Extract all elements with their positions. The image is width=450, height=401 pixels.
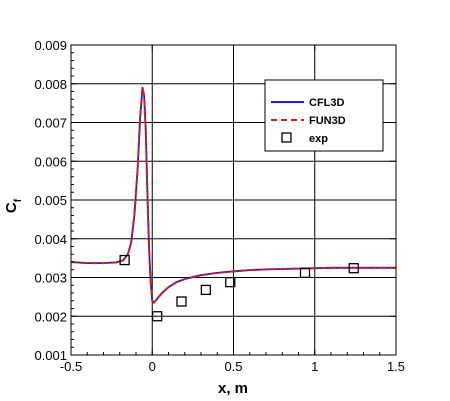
legend-exp-label: exp [309, 133, 328, 145]
legend-exp-marker [281, 132, 292, 143]
x-tick-label: 0.5 [224, 359, 242, 374]
y-tick-label: 0.007 [34, 116, 67, 131]
y-tick-label: 0.002 [34, 309, 67, 324]
svg-text:Cf: Cf [3, 198, 24, 213]
y-axis-title-subscript: f [13, 198, 24, 202]
y-tick-label: 0.004 [34, 232, 67, 247]
tick-marks [70, 44, 397, 356]
tick-labels: -0.5 0 0.5 1 1.5 0.001 0.002 0.003 0.004 0.005 0.0… [34, 38, 405, 374]
y-axis-title-main: C [3, 202, 20, 213]
exp-point [299, 267, 311, 279]
exp-point [119, 254, 130, 266]
legend: CFL3D FUN3D exp [264, 79, 384, 152]
x-tick-label: -0.5 [60, 359, 82, 374]
exp-point [200, 284, 212, 296]
exp-point [176, 296, 187, 307]
x-tick-label: 0 [149, 359, 156, 374]
y-axis-title: Cf [3, 198, 24, 213]
y-tick-label: 0.006 [34, 154, 67, 169]
exp-point [151, 311, 163, 322]
y-tick-label: 0.001 [34, 348, 67, 363]
exp-point [225, 276, 236, 288]
legend-box [264, 79, 384, 152]
y-tick-label: 0.003 [34, 271, 67, 286]
y-tick-label: 0.005 [34, 193, 67, 208]
data-layer [70, 86, 396, 322]
exp-point [348, 263, 359, 274]
legend-cfl3d-label: CFL3D [309, 97, 345, 109]
legend-fun3d-label: FUN3D [309, 115, 346, 127]
x-tick-label: 1.5 [387, 359, 405, 374]
x-tick-label: 1 [311, 359, 318, 374]
x-axis-title: x, m [218, 380, 248, 397]
y-tick-label: 0.008 [34, 77, 67, 92]
y-tick-label: 0.009 [34, 38, 67, 53]
